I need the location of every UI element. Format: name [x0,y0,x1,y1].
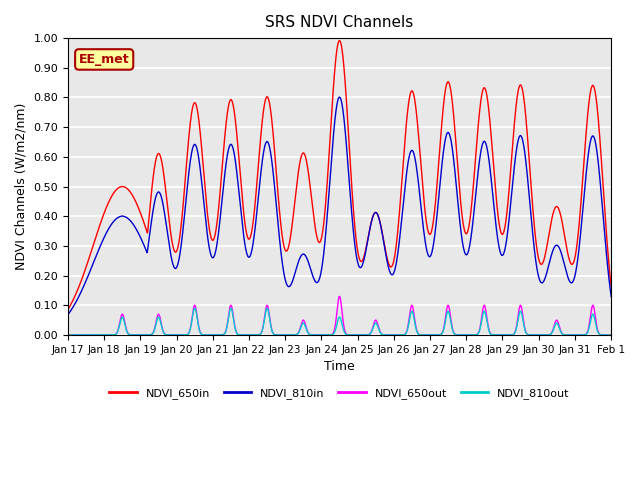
NDVI_810out [369,325,377,331]
NDVI_650out [369,323,377,329]
Line: NDVI_810in: NDVI_810in [68,97,640,335]
NDVI_810in [369,213,377,219]
NDVI_810in [609,301,616,307]
NDVI_810out [252,332,260,338]
NDVI_810out [612,332,620,338]
Y-axis label: NDVI Channels (W/m2/nm): NDVI Channels (W/m2/nm) [15,103,28,270]
NDVI_810out [609,332,616,338]
NDVI_810in [612,317,620,323]
NDVI_810in [275,224,282,230]
NDVI_810out [191,305,198,311]
Title: SRS NDVI Channels: SRS NDVI Channels [266,15,413,30]
Line: NDVI_650in: NDVI_650in [68,41,640,335]
NDVI_650in [252,194,260,200]
NDVI_650in [64,307,72,312]
NDVI_650out [609,332,616,338]
NDVI_650in [335,38,343,44]
NDVI_650in [369,213,377,218]
NDVI_650out [211,332,218,338]
NDVI_650out [336,294,344,300]
NDVI_810in [64,312,72,317]
Line: NDVI_650out: NDVI_650out [68,297,640,335]
Line: NDVI_810out: NDVI_810out [68,308,640,335]
X-axis label: Time: Time [324,360,355,373]
NDVI_650in [275,195,282,201]
NDVI_810in [252,220,260,226]
NDVI_810in [211,252,218,258]
NDVI_650in [211,234,218,240]
NDVI_810out [275,332,282,338]
NDVI_650in [609,294,616,300]
NDVI_810out [211,332,219,338]
NDVI_810in [336,94,344,100]
NDVI_650out [275,332,282,338]
NDVI_650out [252,332,260,338]
NDVI_650out [64,332,72,338]
NDVI_810out [64,332,72,338]
Text: EE_met: EE_met [79,53,129,66]
Legend: NDVI_650in, NDVI_810in, NDVI_650out, NDVI_810out: NDVI_650in, NDVI_810in, NDVI_650out, NDV… [105,384,574,404]
NDVI_650out [612,332,620,338]
NDVI_650in [612,312,620,318]
